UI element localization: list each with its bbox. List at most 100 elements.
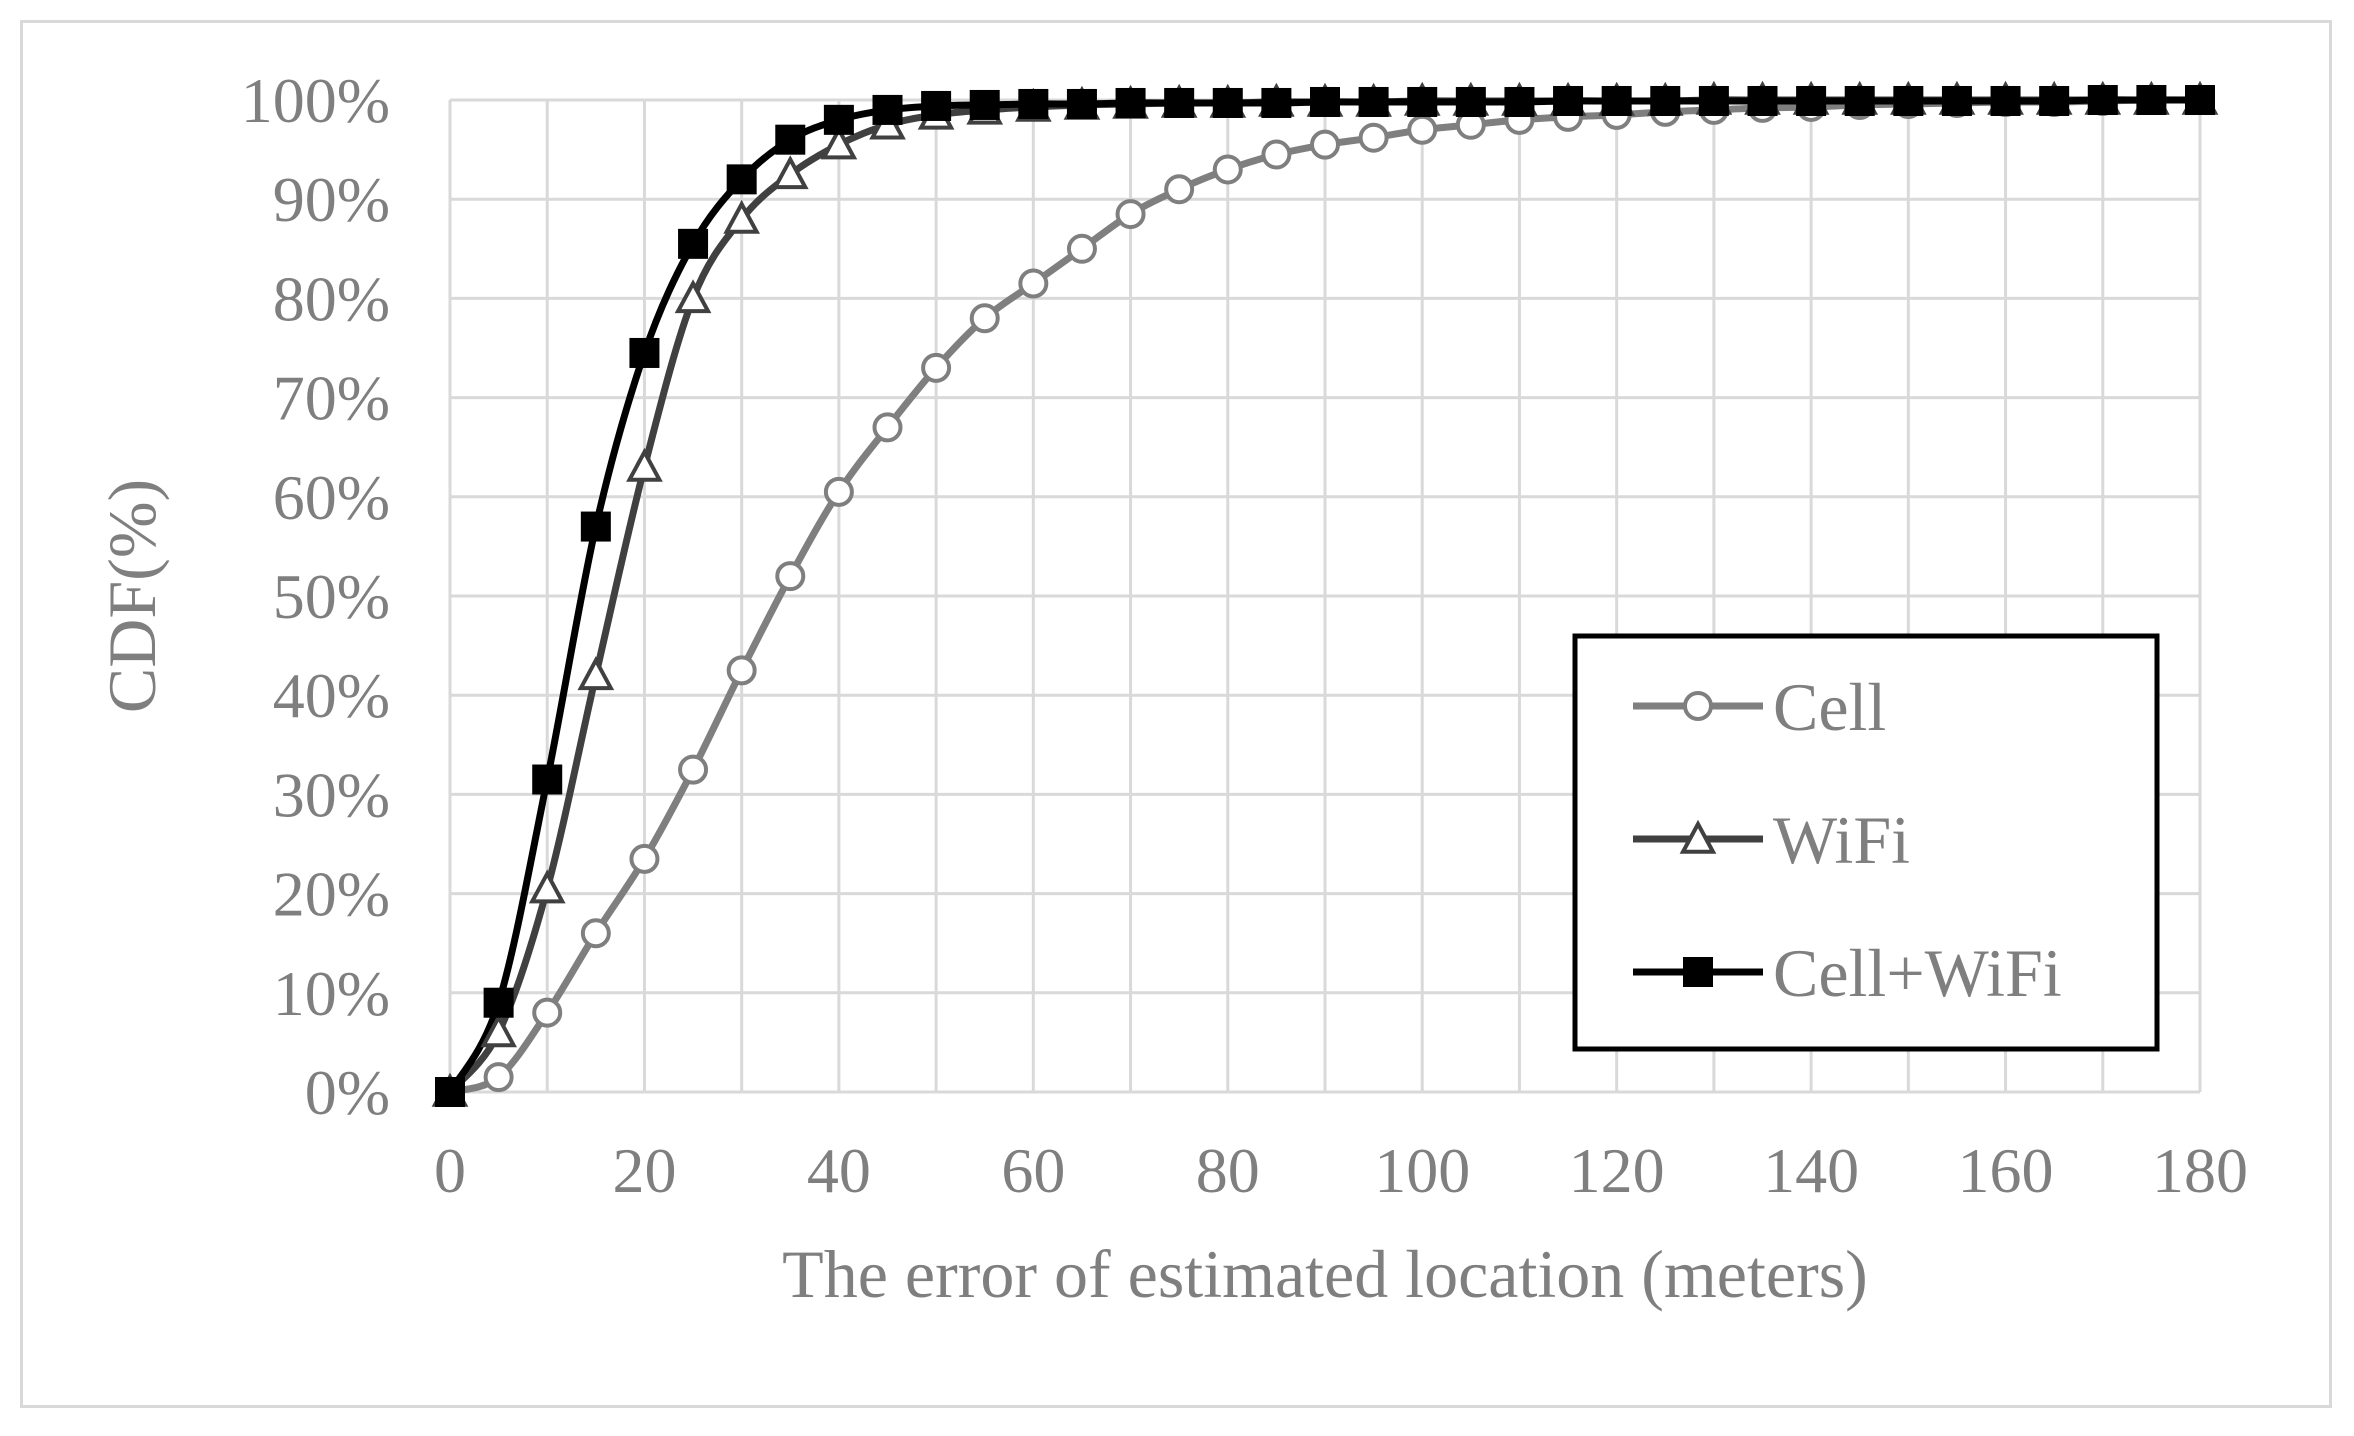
data-point-cell-wifi <box>1747 85 1778 116</box>
data-point-wifi <box>674 279 712 314</box>
y-tick-label: 20% <box>273 859 390 930</box>
data-point-wifi <box>577 656 615 691</box>
data-point-cell-wifi <box>532 764 563 795</box>
x-tick-label: 140 <box>1763 1135 1859 1206</box>
data-point-cell-wifi <box>872 94 903 125</box>
y-tick-label: 70% <box>273 363 390 434</box>
data-point-cell <box>580 918 611 949</box>
tick-labels: 0% 10% 20% 30% 40% 50% 60% 70% 80% 90% 100% 0 20 40 60… <box>241 65 2248 1206</box>
x-tick-label: 180 <box>2152 1135 2248 1206</box>
data-point-cell-wifi <box>1553 85 1584 116</box>
data-point-cell-wifi <box>435 1077 465 1107</box>
data-point-cell-wifi <box>969 89 1000 120</box>
data-point-cell-wifi <box>1407 86 1438 117</box>
data-point-cell-wifi <box>1164 87 1195 118</box>
x-tick-label: 100 <box>1374 1135 1470 1206</box>
data-point-wifi <box>723 199 761 234</box>
y-tick-label: 40% <box>273 660 390 731</box>
data-point-cell <box>921 352 952 383</box>
data-point-cell-wifi <box>1796 85 1827 116</box>
data-point-cell <box>1066 233 1097 264</box>
data-point-cell-wifi <box>726 164 757 195</box>
data-point-cell-wifi <box>1504 86 1535 117</box>
data-point-cell-wifi <box>1310 86 1340 117</box>
x-axis-title: The error of estimated location (meters) <box>782 1236 1868 1312</box>
data-point-cell <box>532 997 563 1028</box>
x-tick-label: 120 <box>1569 1135 1665 1206</box>
data-point-cell-wifi <box>2185 85 2215 115</box>
data-point-cell-wifi <box>1212 87 1243 118</box>
data-point-cell-wifi <box>629 337 660 368</box>
data-point-cell-wifi <box>2087 85 2118 115</box>
legend-label-cell-wifi: Cell+WiFi <box>1773 935 2062 1011</box>
grid-lines <box>448 98 2202 1094</box>
data-point-cell-wifi <box>1941 85 1972 116</box>
series-markers <box>431 80 2219 1107</box>
data-point-cell <box>823 476 854 507</box>
data-point-cell-wifi <box>1358 86 1389 117</box>
data-point-cell <box>1164 174 1195 205</box>
data-point-cell-wifi <box>1844 85 1875 116</box>
y-tick-label: 50% <box>273 561 390 632</box>
x-tick-label: 60 <box>1001 1135 1065 1206</box>
data-point-wifi <box>528 869 566 904</box>
data-point-cell <box>1310 129 1340 160</box>
data-point-cell-wifi <box>921 90 952 121</box>
data-point-cell-wifi <box>1893 85 1924 116</box>
data-point-cell-wifi <box>1066 88 1097 119</box>
x-tick-label: 160 <box>1958 1135 2054 1206</box>
data-point-cell-wifi <box>2039 85 2070 116</box>
data-point-cell <box>1115 199 1146 230</box>
data-point-cell <box>775 561 806 592</box>
data-point-cell <box>1261 139 1292 170</box>
data-point-cell-wifi <box>580 511 611 542</box>
data-point-wifi <box>626 447 663 482</box>
data-point-cell-wifi <box>678 228 709 259</box>
x-tick-label: 20 <box>612 1135 676 1206</box>
data-point-cell-wifi <box>823 104 854 135</box>
data-point-cell-wifi <box>1455 86 1486 117</box>
data-point-cell <box>678 754 709 785</box>
data-point-wifi <box>771 155 809 190</box>
x-tick-label: 0 <box>434 1135 466 1206</box>
legend-label-cell: Cell <box>1773 669 1886 745</box>
data-point-wifi <box>480 1013 517 1048</box>
y-tick-label: 100% <box>241 65 390 136</box>
y-tick-label: 90% <box>273 164 390 235</box>
data-point-cell <box>629 843 660 874</box>
y-axis-title: CDF(%) <box>94 479 170 713</box>
data-point-cell <box>1358 122 1389 153</box>
data-point-cell-wifi <box>1698 85 1729 116</box>
legend-label-wifi: WiFi <box>1773 802 1910 878</box>
data-point-cell-wifi <box>1650 85 1681 116</box>
legend-marker-cell <box>1683 691 1713 721</box>
data-point-cell-wifi <box>1261 87 1292 118</box>
data-point-cell <box>1407 114 1438 145</box>
y-tick-label: 0% <box>305 1057 390 1128</box>
y-tick-label: 10% <box>273 958 390 1029</box>
data-point-cell <box>969 303 1000 334</box>
data-point-cell <box>1018 268 1049 299</box>
data-point-cell-wifi <box>1990 85 2021 116</box>
legend-marker-wifi <box>1679 819 1717 854</box>
data-point-cell <box>726 655 757 686</box>
data-point-cell-wifi <box>1018 88 1049 119</box>
data-point-cell-wifi <box>2136 85 2167 115</box>
y-tick-label: 80% <box>273 263 390 334</box>
y-tick-label: 60% <box>273 462 390 533</box>
y-tick-label: 30% <box>273 759 390 830</box>
data-point-cell-wifi <box>483 987 514 1018</box>
legend-marker-cell-wifi <box>1683 957 1713 987</box>
legend: Cell WiFi Cell+WiFi <box>1572 633 2160 1052</box>
data-point-cell-wifi <box>775 124 806 155</box>
data-point-cell-wifi <box>1115 87 1146 118</box>
x-tick-label: 80 <box>1196 1135 1260 1206</box>
data-point-cell <box>872 412 903 443</box>
data-point-wifi <box>820 125 858 160</box>
legend-items: Cell WiFi Cell+WiFi <box>1633 669 2062 1011</box>
data-point-cell <box>483 1062 514 1093</box>
data-point-cell-wifi <box>1601 85 1632 116</box>
x-tick-label: 40 <box>807 1135 871 1206</box>
data-point-cell <box>1212 154 1243 185</box>
